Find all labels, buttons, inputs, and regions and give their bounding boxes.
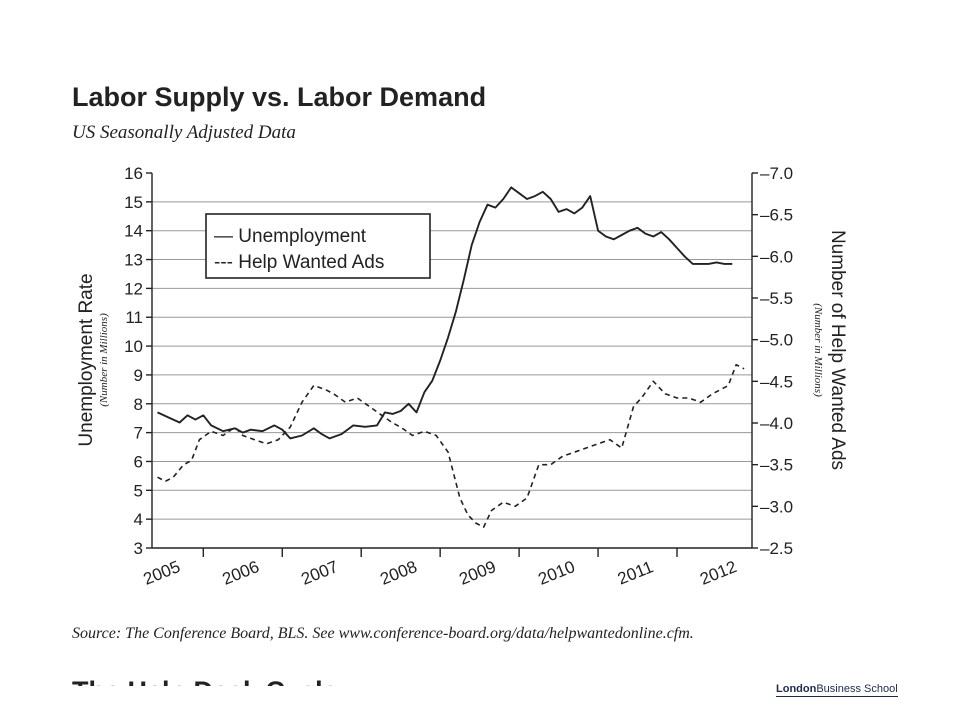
right-tick-label: –5.0 [760,331,793,350]
right-tick-label: –3.5 [760,456,793,475]
left-tick-label: 11 [125,308,143,327]
next-section-heading: The Help Desk Cycle [72,676,412,687]
x-tick-label: 2011 [615,557,656,588]
right-tick-label: –5.5 [760,289,793,308]
axes [146,172,758,557]
right-tick-label: –6.0 [760,247,793,266]
left-tick-label: 12 [124,279,143,298]
left-axis-title: Unemployment Rate (Number in Millions) [76,273,110,446]
logo-bold-text: London [776,683,817,695]
x-tick-label: 2010 [535,557,577,589]
left-tick-label: 6 [134,452,143,471]
right-axis-sublabel: (Number in Millions) [812,303,824,397]
series-unemployment-line [157,186,733,440]
right-tick-label: –7.0 [760,164,793,183]
right-axis-title: Number of Help Wanted Ads (Number in Mil… [812,230,848,470]
right-tick-label: –3.0 [760,497,793,516]
logo-rest-text: Business School [816,683,898,695]
right-tick-label: –4.5 [760,372,793,391]
left-axis-label: Unemployment Rate [76,273,97,446]
right-tick-label: –2.5 [760,539,793,558]
source-note: Source: The Conference Board, BLS. See w… [72,625,694,642]
left-tick-label: 15 [124,193,143,212]
left-tick-label: 5 [134,481,143,500]
left-tick-label: 10 [124,337,143,356]
x-tick-label: 2007 [299,557,341,589]
left-tick-label: 13 [124,251,143,270]
left-tick-label: 4 [134,510,143,529]
left-axis-sublabel: (Number in Millions) [98,313,110,407]
legend-box [205,213,431,279]
right-axis-label: Number of Help Wanted Ads [827,230,848,470]
x-tick-label: 2008 [378,557,420,589]
x-tick-label: 2005 [141,557,183,589]
series-help-wanted-ads-line [157,363,745,529]
left-tick-label: 16 [124,164,143,183]
x-tick-label: 2012 [697,557,739,589]
chart-subtitle: US Seasonally Adjusted Data [72,122,296,143]
next-section-heading-text: The Help Desk Cycle [72,678,412,687]
x-tick-label: 2006 [220,557,262,589]
right-tick-label: –6.5 [760,206,793,225]
london-business-school-logo: LondonBusiness School [776,683,898,697]
legend: — Unemployment --- Help Wanted Ads [205,213,431,279]
left-tick-label: 8 [134,395,143,414]
left-tick-label: 7 [134,424,143,443]
legend-entry-unemployment: — Unemployment [214,226,367,247]
left-tick-label: 9 [134,366,143,385]
right-tick-label: –4.0 [760,414,793,433]
series-layer [157,186,745,529]
legend-entry-help-wanted: --- Help Wanted Ads [214,252,384,273]
x-tick-label: 2009 [456,557,498,589]
left-tick-label: 3 [134,539,143,558]
chart-title: Labor Supply vs. Labor Demand [72,82,486,112]
left-tick-label: 14 [124,222,143,241]
